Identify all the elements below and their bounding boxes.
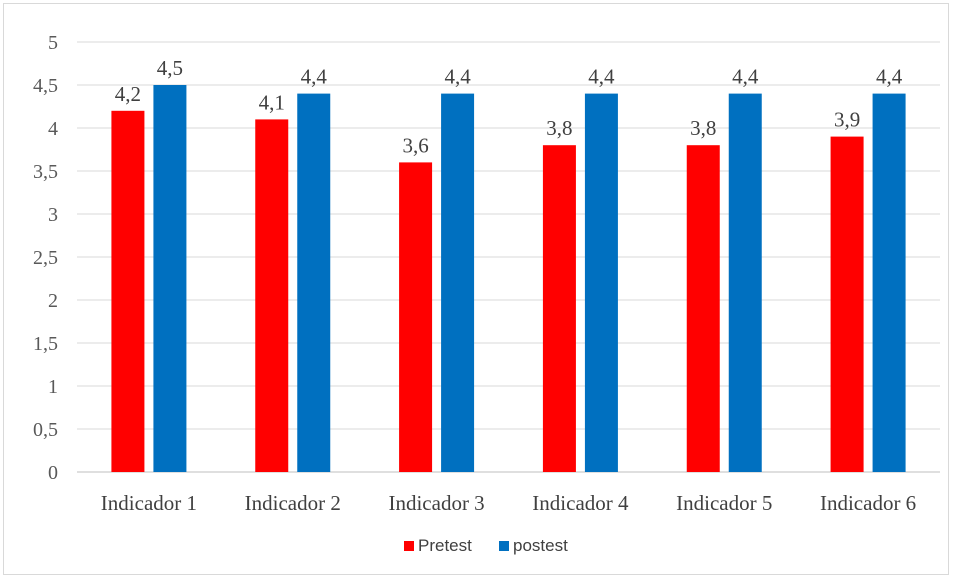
bar-pretest: [686, 145, 720, 472]
y-tick-label: 0: [48, 462, 58, 484]
data-label: 4,4: [301, 65, 328, 89]
data-label: 4,5: [157, 56, 183, 80]
bar-pretest: [542, 145, 576, 472]
data-label: 3,9: [834, 108, 860, 132]
category-label: Indicador 1: [101, 491, 197, 515]
bar-postest: [872, 93, 906, 472]
y-tick-label: 1: [48, 376, 58, 398]
bar-pretest: [399, 162, 433, 472]
y-tick-label: 3,5: [33, 161, 58, 183]
data-label: 4,2: [115, 82, 141, 106]
data-label: 3,8: [546, 116, 572, 140]
legend-label-postest: postest: [513, 536, 568, 555]
bar-pretest: [255, 119, 289, 473]
bar-pretest: [111, 110, 145, 473]
gridlines: [77, 41, 940, 473]
legend-swatch-pretest: [404, 541, 414, 551]
bar-postest: [584, 93, 618, 472]
data-label: 4,4: [444, 65, 471, 89]
data-label: 4,4: [876, 65, 903, 89]
bar-postest: [153, 85, 187, 472]
data-label: 4,1: [259, 90, 285, 114]
legend-swatch-postest: [499, 541, 509, 551]
data-labels: 4,2 4,5 4,1 4,4 3,6 4,4 3,8 4,4 3,8 4,4 3,9 4,4: [115, 56, 903, 157]
bar-postest: [441, 93, 475, 472]
legend: Pretest postest: [404, 536, 568, 555]
data-label: 4,4: [732, 65, 759, 89]
x-axis-category-labels: Indicador 1 Indicador 2 Indicador 3 Indicad…: [101, 491, 916, 515]
y-tick-label: 2: [48, 290, 58, 312]
bar-postest: [297, 93, 331, 472]
category-label: Indicador 4: [532, 491, 629, 515]
y-tick-label: 1,5: [33, 333, 58, 355]
bar-postest: [728, 93, 762, 472]
legend-label-pretest: Pretest: [418, 536, 472, 555]
data-label: 3,8: [690, 116, 716, 140]
data-label: 3,6: [402, 133, 428, 157]
category-label: Indicador 6: [820, 491, 916, 515]
category-label: Indicador 3: [388, 491, 484, 515]
y-tick-label: 3: [48, 204, 58, 226]
y-tick-label: 0,5: [33, 419, 58, 441]
category-label: Indicador 2: [245, 491, 341, 515]
y-tick-label: 2,5: [33, 247, 58, 269]
y-tick-label: 4,5: [33, 75, 58, 97]
y-tick-label: 5: [48, 32, 58, 54]
bar-pretest: [830, 136, 864, 472]
y-tick-label: 4: [48, 118, 58, 140]
data-label: 4,4: [588, 65, 615, 89]
y-axis-tick-labels: 0 0,5 1 1,5 2 2,5 3 3,5 4 4,5 5: [33, 32, 58, 484]
category-label: Indicador 5: [676, 491, 772, 515]
bars: [111, 85, 906, 473]
